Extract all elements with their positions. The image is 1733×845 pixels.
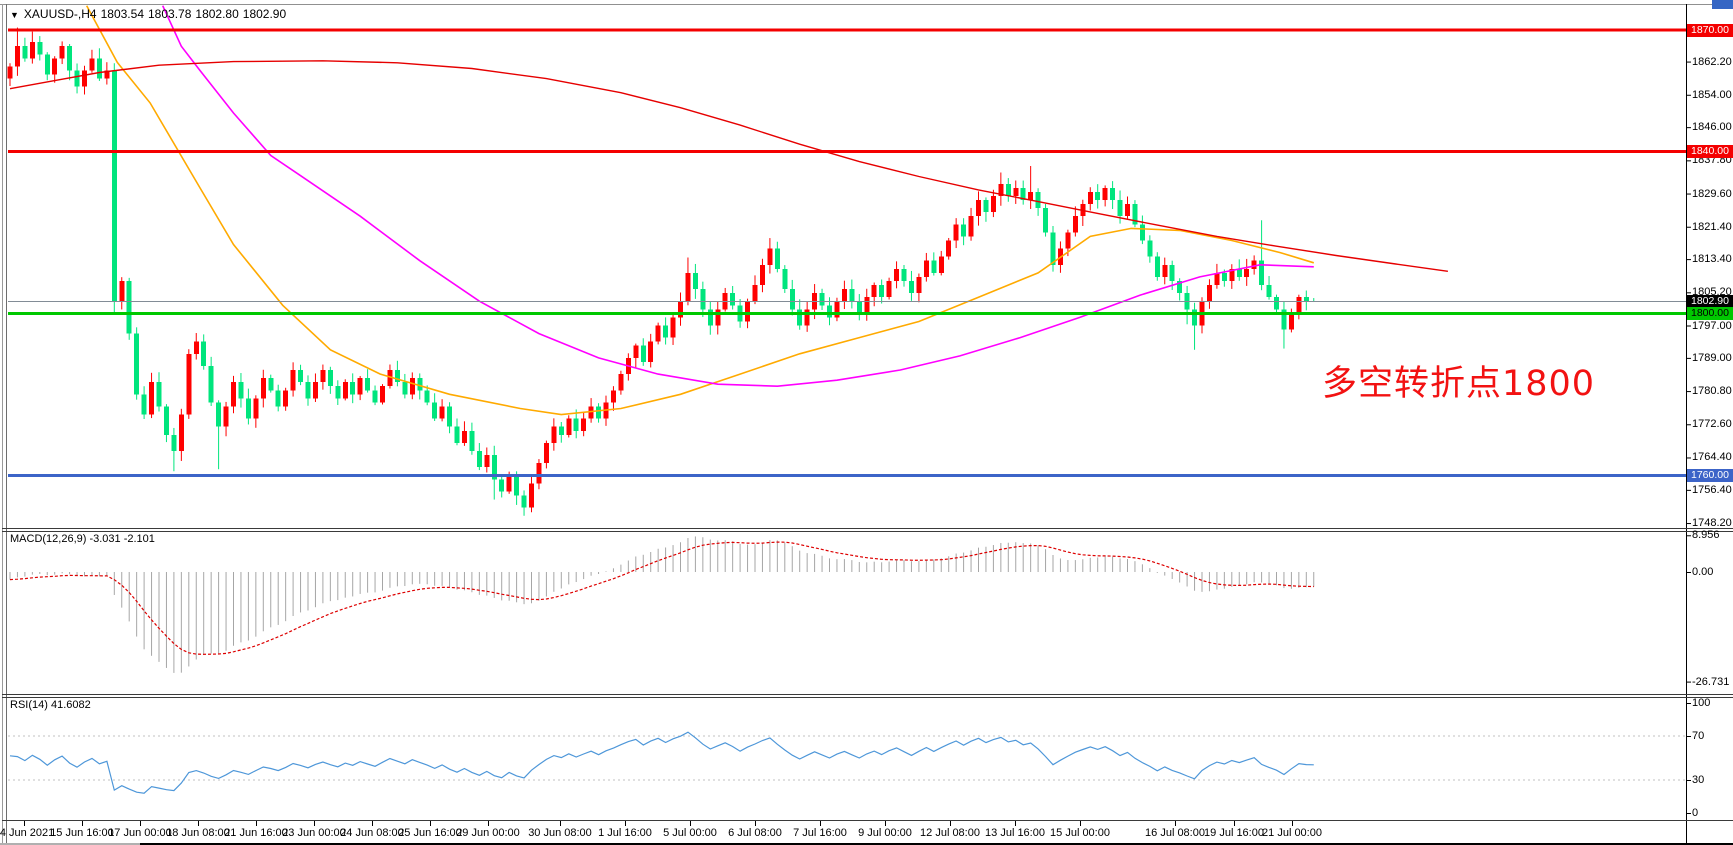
- price-flag-1800.00: 1800.00: [1687, 306, 1733, 320]
- time-tick: 19 Jul 16:00: [1204, 827, 1264, 839]
- time-tick: 1 Jul 16:00: [598, 827, 652, 839]
- window-corner-marker: [1712, 0, 1733, 9]
- time-tick: 15 Jun 16:00: [50, 827, 114, 839]
- ohlc-low: 1802.80: [195, 7, 239, 21]
- time-tick: 29 Jun 00:00: [456, 827, 520, 839]
- indicator-axis-tick: -26.731: [1692, 675, 1730, 688]
- time-tick: 6 Jul 08:00: [728, 827, 782, 839]
- time-tick: 7 Jul 16:00: [793, 827, 847, 839]
- price-tick: 1789.00: [1692, 351, 1732, 364]
- time-tick: 13 Jul 16:00: [985, 827, 1045, 839]
- macd-indicator-label: MACD(12,26,9) -3.031 -2.101: [10, 533, 155, 545]
- indicator-axis-tick: 8.956: [1692, 529, 1720, 542]
- indicator-axis-tick: 30: [1692, 774, 1705, 786]
- price-flag-1870.00: 1870.00: [1687, 23, 1733, 37]
- time-tick: 9 Jul 00:00: [858, 827, 912, 839]
- price-tick: 1829.60: [1692, 187, 1732, 200]
- time-tick: 12 Jul 08:00: [920, 827, 980, 839]
- price-tick: 1854.00: [1692, 88, 1732, 101]
- price-flag-1802.90: 1802.90: [1687, 295, 1733, 309]
- price-tick: 1748.20: [1692, 517, 1732, 530]
- time-tick: 21 Jun 16:00: [224, 827, 288, 839]
- price-flag-1840.00: 1840.00: [1687, 144, 1733, 158]
- price-tick: 1862.20: [1692, 55, 1732, 68]
- indicator-axis-tick: 0: [1692, 807, 1699, 819]
- time-tick: 18 Jun 08:00: [166, 827, 230, 839]
- price-tick: 1772.60: [1692, 418, 1732, 431]
- time-tick: 21 Jul 00:00: [1262, 827, 1322, 839]
- price-tick: 1813.40: [1692, 253, 1732, 266]
- price-flag-1760.00: 1760.00: [1687, 468, 1733, 482]
- time-tick: 23 Jun 00:00: [282, 827, 346, 839]
- ohlc-close: 1802.90: [242, 7, 287, 21]
- time-tick: 16 Jul 08:00: [1145, 827, 1205, 839]
- indicator-axis-tick: 70: [1692, 730, 1705, 742]
- rsi-indicator-label: RSI(14) 41.6082: [10, 699, 91, 711]
- time-tick: 15 Jul 00:00: [1050, 827, 1110, 839]
- price-tick: 1797.00: [1692, 319, 1732, 332]
- time-tick: 30 Jun 08:00: [528, 827, 592, 839]
- chart-text-annotation[interactable]: 多空转折点1800: [1322, 364, 1596, 404]
- price-tick: 1846.00: [1692, 121, 1732, 134]
- price-tick: 1780.80: [1692, 385, 1732, 398]
- symbol-period-label: XAUUSD-,H4: [23, 7, 97, 21]
- time-tick: 17 Jun 00:00: [108, 827, 172, 839]
- time-tick: 25 Jun 16:00: [398, 827, 462, 839]
- symbol-dropdown-icon[interactable]: ▼: [10, 10, 19, 20]
- time-tick: 14 Jun 2021: [0, 827, 55, 839]
- chart-header: ▼ XAUUSD-,H4 1803.54 1803.78 1802.80 1802.90: [10, 7, 290, 21]
- time-tick: 24 Jun 08:00: [340, 827, 404, 839]
- ohlc-high: 1803.78: [148, 7, 192, 21]
- ohlc-open: 1803.54: [100, 7, 144, 21]
- price-tick: 1764.40: [1692, 451, 1732, 464]
- price-tick: 1756.40: [1692, 483, 1732, 496]
- price-tick: 1821.40: [1692, 220, 1732, 233]
- time-tick: 5 Jul 00:00: [663, 827, 717, 839]
- indicator-axis-tick: 0.00: [1692, 566, 1714, 578]
- indicator-axis-tick: 100: [1692, 697, 1711, 709]
